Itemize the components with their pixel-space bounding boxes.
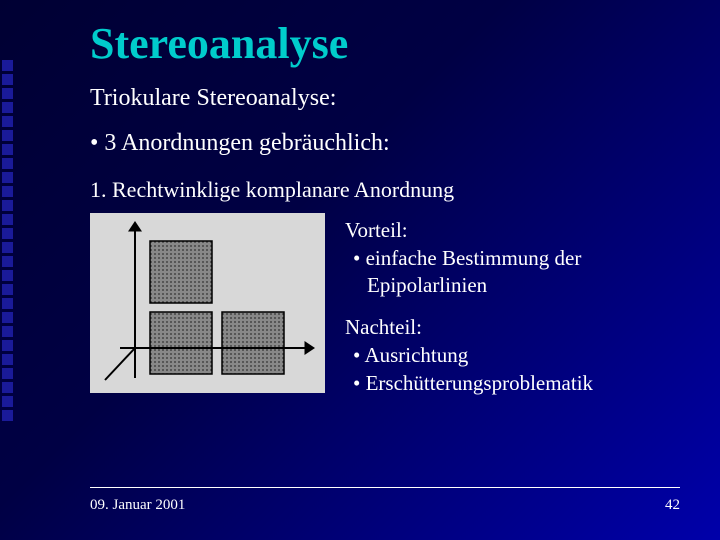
footer-date: 09. Januar 2001 [90,497,185,514]
footer-page-number: 42 [665,497,680,514]
side-bullet [2,382,13,393]
pros-cons-column: Vorteil: • einfache Bestimmung der Epipo… [345,213,680,399]
side-bullet [2,354,13,365]
disadvantage-head: Nachteil: [345,314,680,340]
disadvantage-item: • Erschütterungsproblematik [345,370,680,396]
side-bullet [2,214,13,225]
side-bullet [2,200,13,211]
side-bullet [2,270,13,281]
disadvantage-item: • Ausrichtung [345,342,680,368]
side-bullet [2,186,13,197]
side-bullet [2,88,13,99]
side-bullet [2,242,13,253]
section-heading: 1. Rechtwinklige komplanare Anordnung [90,177,680,203]
advantage-item: • einfache Bestimmung der Epipolarlinien [345,245,680,298]
side-bullet [2,158,13,169]
side-bullet [2,298,13,309]
side-bullet [2,312,13,323]
side-bullet [2,368,13,379]
side-bullet [2,340,13,351]
side-bullet [2,396,13,407]
side-bullet [2,326,13,337]
side-bullet [2,284,13,295]
slide-title: Stereoanalyse [90,18,680,69]
decorative-side-bullets [2,60,20,424]
side-bullet [2,172,13,183]
side-bullet [2,256,13,267]
content-row: Vorteil: • einfache Bestimmung der Epipo… [90,213,680,399]
side-bullet [2,102,13,113]
side-bullet [2,228,13,239]
side-bullet [2,144,13,155]
footer-divider [90,487,680,488]
slide-content: Stereoanalyse Triokulare Stereoanalyse: … [0,0,720,399]
arrangement-diagram [90,213,325,393]
side-bullet [2,74,13,85]
main-bullet: • 3 Anordnungen gebräuchlich: [90,130,680,157]
diagram-svg [90,213,325,393]
slide-subtitle: Triokulare Stereoanalyse: [90,85,680,112]
advantage-head: Vorteil: [345,217,680,243]
side-bullet [2,130,13,141]
side-bullet [2,410,13,421]
side-bullet [2,60,13,71]
side-bullet [2,116,13,127]
